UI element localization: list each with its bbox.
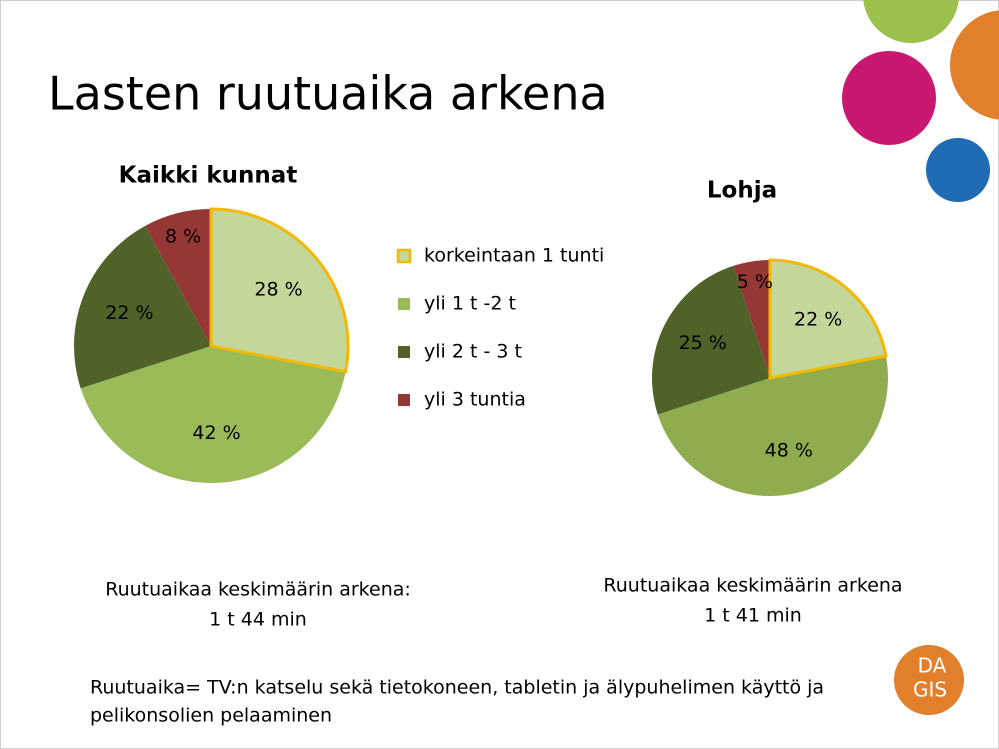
value-label: 25 % [679,332,727,354]
pie-slice [657,355,889,497]
legend-label: yli 1 t -2 t [424,293,516,315]
note: Ruutuaikaa keskimäärin arkena [603,575,902,597]
value-label: 8 % [165,226,201,248]
value-label: 22 % [105,302,153,324]
value-label: 22 % [794,308,842,330]
pie-slice [770,260,886,378]
pie-slice [80,346,346,483]
chart-title: Lohja [707,178,777,204]
value-label: 28 % [254,279,302,301]
legend-swatch [398,394,410,406]
value-label: 5 % [737,271,773,293]
slice-outline [768,258,888,380]
definition: Ruutuaika= TV:n katselu sekä tietokoneen… [90,677,824,699]
decor-circle [842,51,936,145]
note: 1 t 41 min [704,605,802,627]
note: 1 t 44 min [209,609,307,631]
legend-swatch [398,346,410,358]
decor-circle [863,0,959,43]
pie-slice [652,265,770,415]
definition: pelikonsolien pelaaminen [90,705,332,727]
legend-swatch [398,298,410,310]
note: Ruutuaikaa keskimäärin arkena: [105,579,411,601]
value-label: 42 % [192,422,240,444]
logo-text: DA [918,654,947,678]
chart-title: Kaikki kunnat [119,163,298,189]
logo-circle [894,645,964,715]
pie-slice [733,260,770,378]
legend-swatch [396,248,412,264]
slice-outline [209,207,350,374]
value-label: 48 % [765,440,813,462]
pie-slice [144,209,211,346]
decor-circle [950,10,999,120]
legend-label: yli 3 tuntia [424,389,526,411]
decor-circle [926,138,990,202]
legend-label: yli 2 t - 3 t [424,341,522,363]
page-title: Lasten ruutuaika arkena [48,67,608,121]
pie-slice [73,225,211,389]
logo-text: GIS [913,678,947,702]
pie-slice [211,209,348,372]
legend-label: korkeintaan 1 tunti [424,245,604,267]
